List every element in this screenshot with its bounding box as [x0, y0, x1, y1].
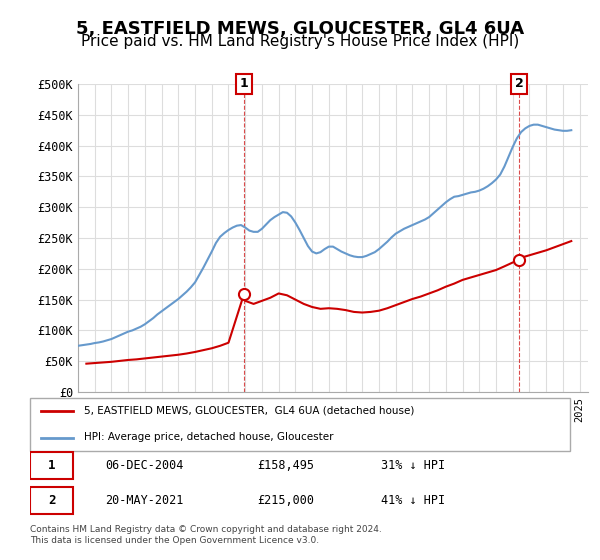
Text: 41% ↓ HPI: 41% ↓ HPI	[381, 494, 445, 507]
Text: 20-MAY-2021: 20-MAY-2021	[106, 494, 184, 507]
Text: 1: 1	[48, 459, 55, 472]
FancyBboxPatch shape	[30, 452, 73, 479]
Text: Contains HM Land Registry data © Crown copyright and database right 2024.
This d: Contains HM Land Registry data © Crown c…	[30, 525, 382, 545]
Text: £215,000: £215,000	[257, 494, 314, 507]
Text: 1: 1	[239, 77, 248, 91]
FancyBboxPatch shape	[30, 487, 73, 514]
Text: 2: 2	[48, 494, 55, 507]
Text: Price paid vs. HM Land Registry's House Price Index (HPI): Price paid vs. HM Land Registry's House …	[81, 34, 519, 49]
Text: 2: 2	[515, 77, 523, 91]
Text: HPI: Average price, detached house, Gloucester: HPI: Average price, detached house, Glou…	[84, 432, 334, 442]
Text: 5, EASTFIELD MEWS, GLOUCESTER, GL4 6UA: 5, EASTFIELD MEWS, GLOUCESTER, GL4 6UA	[76, 20, 524, 38]
FancyBboxPatch shape	[30, 398, 570, 451]
Text: £158,495: £158,495	[257, 459, 314, 472]
Text: 06-DEC-2004: 06-DEC-2004	[106, 459, 184, 472]
Text: 31% ↓ HPI: 31% ↓ HPI	[381, 459, 445, 472]
Text: 5, EASTFIELD MEWS, GLOUCESTER,  GL4 6UA (detached house): 5, EASTFIELD MEWS, GLOUCESTER, GL4 6UA (…	[84, 406, 415, 416]
